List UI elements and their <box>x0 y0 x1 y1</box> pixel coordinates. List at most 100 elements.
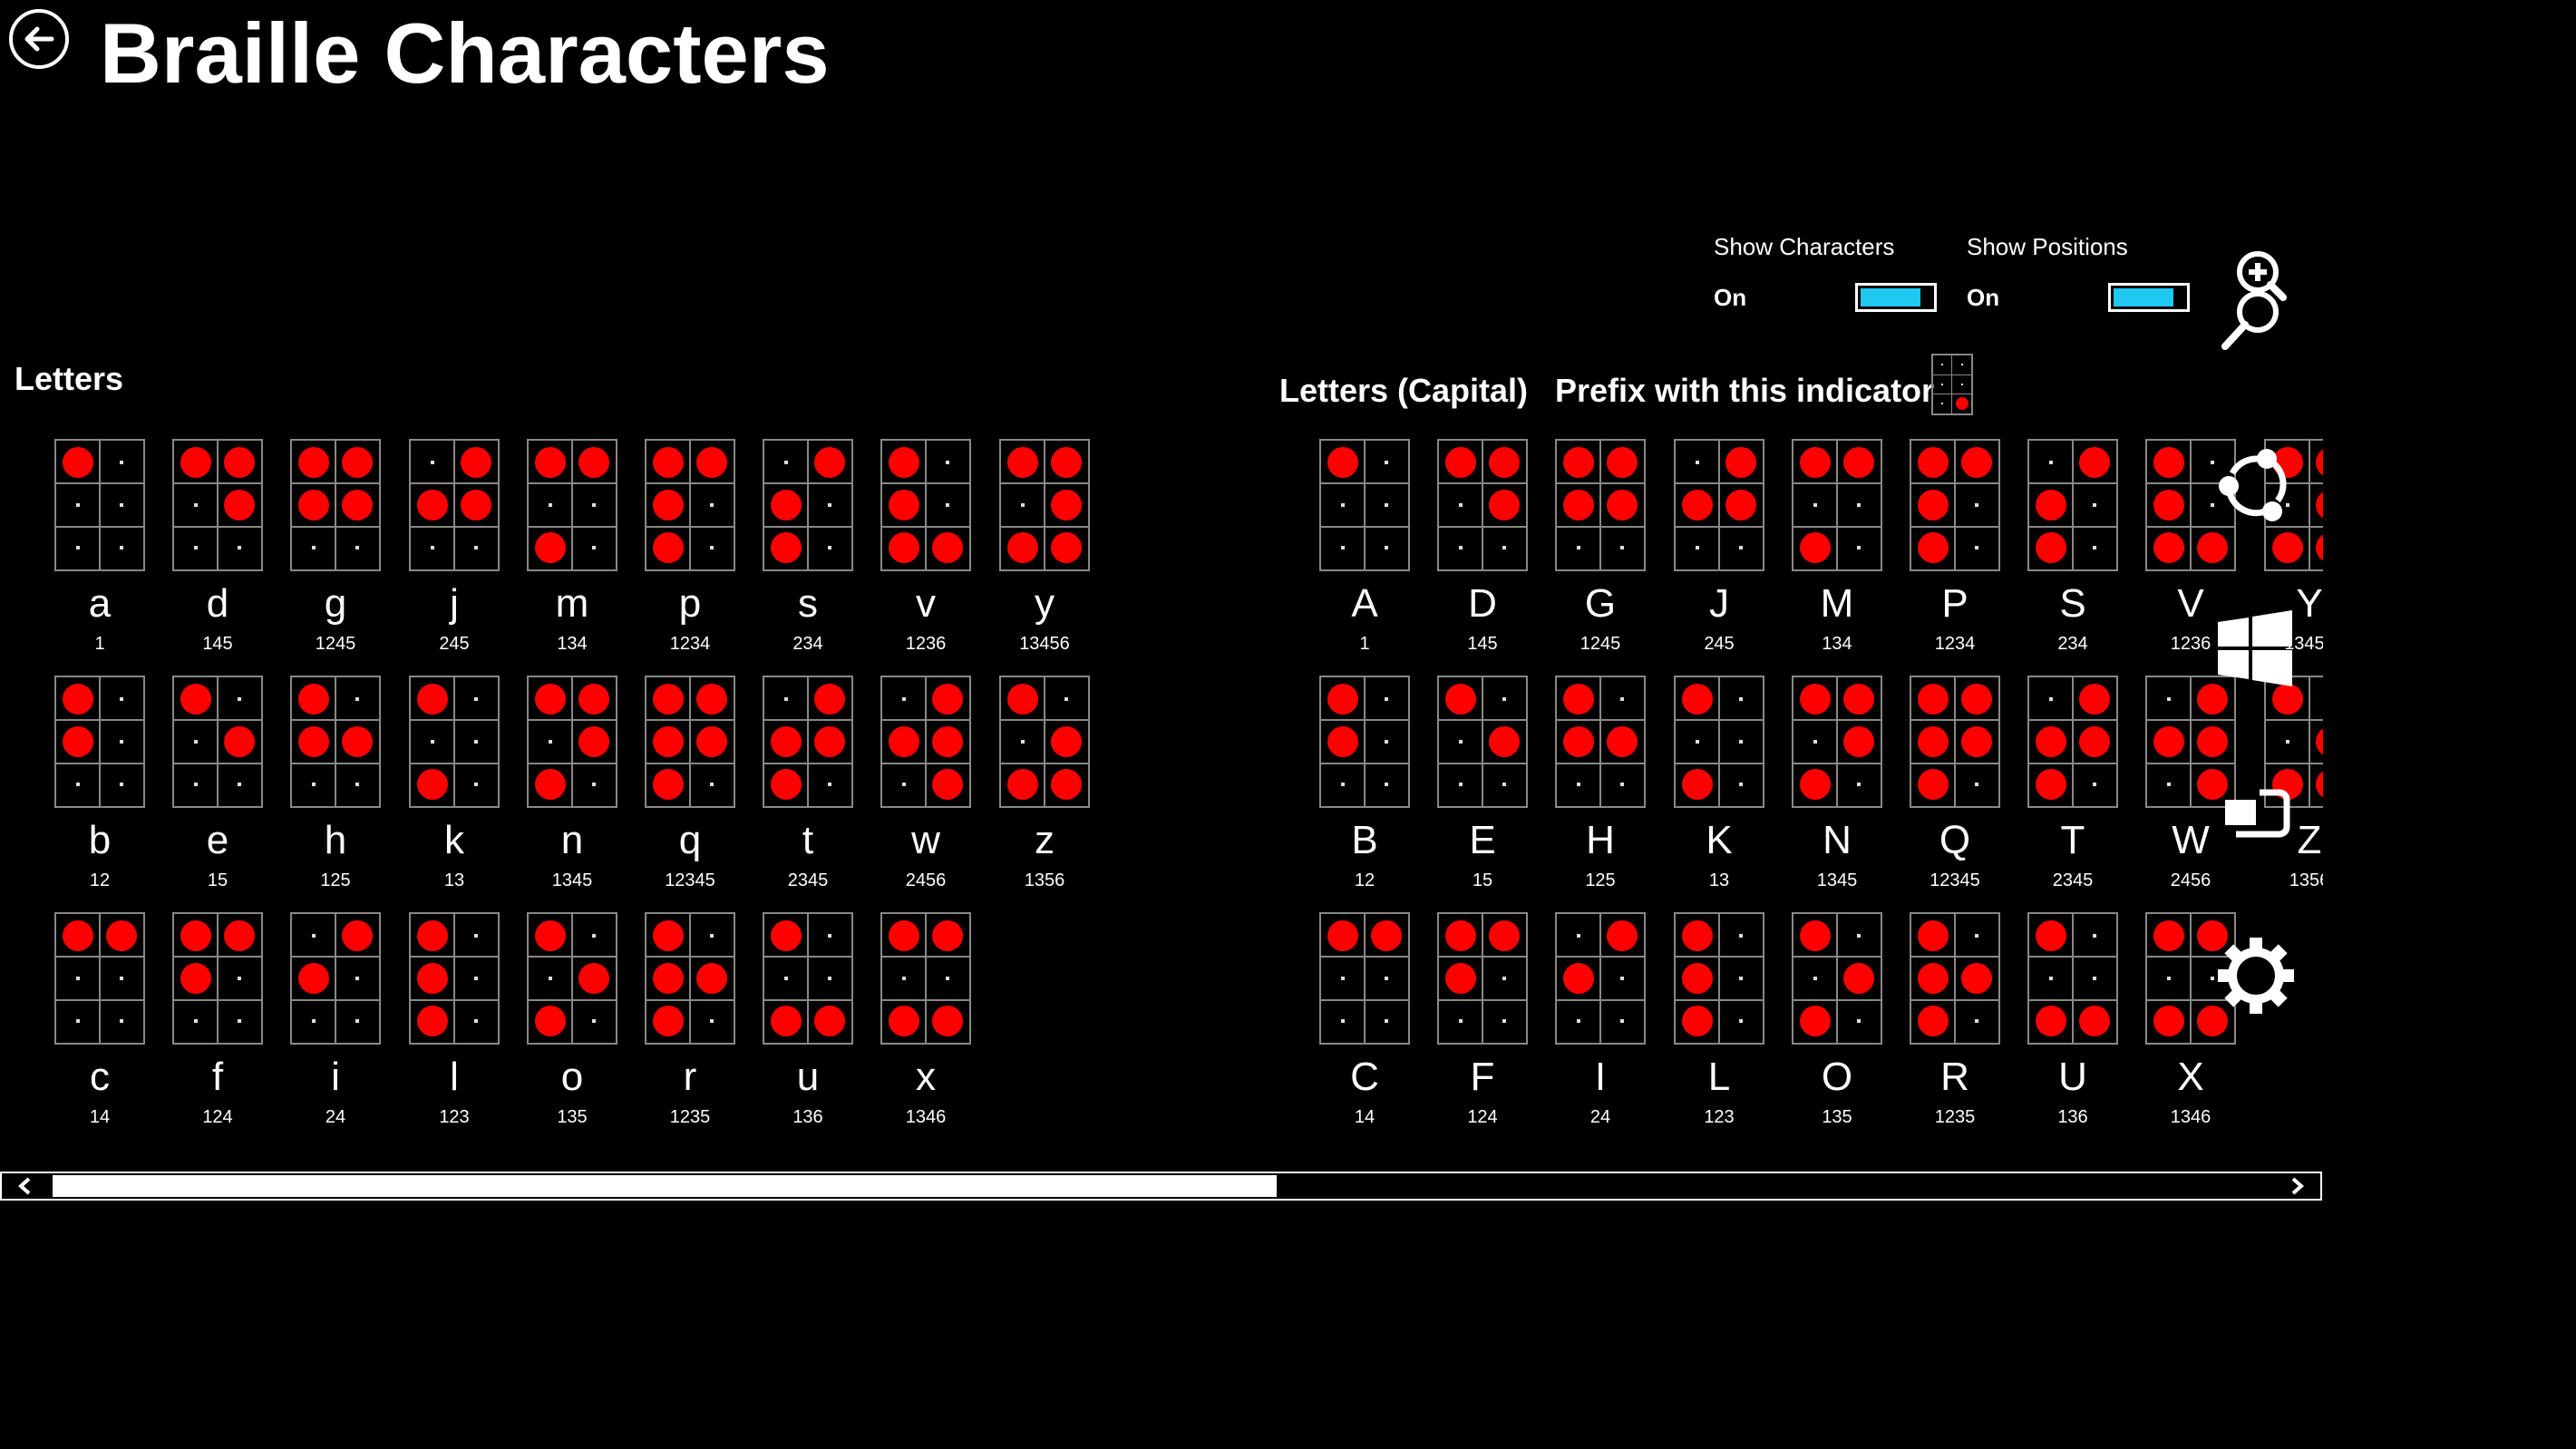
braille-cell-O[interactable]: O 135 <box>1792 912 1882 1133</box>
braille-dot-2 <box>1918 726 1949 757</box>
braille-empty-position <box>2093 977 2096 980</box>
braille-cell-W[interactable]: W 2456 <box>2145 676 2236 898</box>
braille-positions: 123 <box>1704 1107 1735 1127</box>
braille-cell-w[interactable]: w 2456 <box>880 676 971 898</box>
braille-cell-D[interactable]: D 145 <box>1437 439 1528 661</box>
braille-cell-L[interactable]: L 123 <box>1674 912 1764 1133</box>
braille-dot-2 <box>63 726 93 757</box>
braille-dot-grid <box>1555 676 1646 808</box>
braille-positions: 1245 <box>1580 634 1621 654</box>
braille-cell-H[interactable]: H 125 <box>1555 676 1646 898</box>
braille-cell-X[interactable]: X 1346 <box>2145 912 2236 1133</box>
search-charm[interactable] <box>2212 247 2299 350</box>
braille-cell-F[interactable]: F 124 <box>1437 912 1528 1133</box>
braille-empty-position <box>1975 934 1978 938</box>
braille-empty-position <box>238 1019 241 1023</box>
braille-dot-grid <box>1437 439 1528 571</box>
braille-positions: 1356 <box>1024 870 1065 890</box>
show-characters-toggle[interactable] <box>1855 283 1937 312</box>
back-button[interactable] <box>9 9 69 69</box>
braille-dot-1 <box>298 447 329 478</box>
settings-charm[interactable] <box>2212 932 2299 1019</box>
scroll-left-button[interactable] <box>2 1173 49 1199</box>
braille-character: D <box>1468 581 1497 626</box>
braille-dot-6 <box>814 1006 845 1036</box>
braille-cell-I[interactable]: I 24 <box>1555 912 1646 1133</box>
braille-cell-P[interactable]: P 1234 <box>1910 439 2000 661</box>
braille-cell-l[interactable]: l 123 <box>409 912 500 1133</box>
braille-empty-position <box>1620 546 1624 549</box>
start-charm[interactable] <box>2212 606 2299 693</box>
braille-cell-j[interactable]: j 245 <box>409 439 500 661</box>
braille-cell-u[interactable]: u 136 <box>763 912 853 1133</box>
braille-cell-d[interactable]: d 145 <box>172 439 263 661</box>
braille-empty-position <box>1577 546 1580 549</box>
braille-dot-5 <box>1489 726 1520 757</box>
braille-empty-position <box>1696 740 1699 744</box>
braille-dot-3 <box>535 769 566 800</box>
braille-cell-R[interactable]: R 1235 <box>1910 912 2000 1133</box>
braille-cell-S[interactable]: S 234 <box>2027 439 2118 661</box>
braille-character: w <box>911 818 940 862</box>
braille-cell-f[interactable]: f 124 <box>172 912 263 1133</box>
braille-dot-1 <box>1007 447 1038 478</box>
braille-character: F <box>1470 1055 1495 1099</box>
braille-empty-position <box>2286 740 2289 744</box>
braille-dot-4 <box>2197 920 2228 951</box>
braille-cell-q[interactable]: q 12345 <box>645 676 735 898</box>
scroll-thumb[interactable] <box>53 1175 1277 1197</box>
braille-dot-6 <box>932 532 963 563</box>
scroll-right-button[interactable] <box>2273 1173 2320 1199</box>
braille-cell-K[interactable]: K 13 <box>1674 676 1764 898</box>
braille-cell-y[interactable]: y 13456 <box>999 439 1090 661</box>
braille-character: d <box>206 581 229 626</box>
braille-empty-position <box>1739 1019 1743 1023</box>
braille-cell-T[interactable]: T 2345 <box>2027 676 2118 898</box>
braille-cell-J[interactable]: J 245 <box>1674 439 1764 661</box>
braille-dot-grid <box>1319 439 1410 571</box>
braille-cell-v[interactable]: v 1236 <box>880 439 971 661</box>
braille-cell-C[interactable]: C 14 <box>1319 912 1410 1133</box>
braille-dot-grid <box>1555 439 1646 571</box>
braille-cell-s[interactable]: s 234 <box>763 439 853 661</box>
braille-cell-b[interactable]: b 12 <box>54 676 145 898</box>
braille-cell-r[interactable]: r 1235 <box>645 912 735 1133</box>
braille-cell-n[interactable]: n 1345 <box>527 676 617 898</box>
share-charm[interactable] <box>2212 442 2299 530</box>
braille-dot-grid <box>999 439 1090 571</box>
braille-positions: 1236 <box>905 634 947 654</box>
braille-empty-position <box>474 546 478 549</box>
braille-cell-U[interactable]: U 136 <box>2027 912 2118 1133</box>
braille-cell-i[interactable]: i 24 <box>290 912 381 1133</box>
braille-cell-Z[interactable]: Z 1356 <box>2264 676 2323 898</box>
braille-cell-p[interactable]: p 1234 <box>645 439 735 661</box>
braille-cell-o[interactable]: o 135 <box>527 912 617 1133</box>
braille-cell-c[interactable]: c 14 <box>54 912 145 1133</box>
braille-empty-position <box>1696 461 1699 464</box>
braille-empty-position <box>474 740 478 744</box>
braille-cell-G[interactable]: G 1245 <box>1555 439 1646 661</box>
braille-cell-k[interactable]: k 13 <box>409 676 500 898</box>
braille-cell-N[interactable]: N 1345 <box>1792 676 1882 898</box>
horizontal-scrollbar[interactable] <box>0 1172 2322 1201</box>
braille-cell-m[interactable]: m 134 <box>527 439 617 661</box>
braille-cell-Q[interactable]: Q 12345 <box>1910 676 2000 898</box>
devices-charm[interactable] <box>2212 769 2299 856</box>
braille-dot-2 <box>1918 963 1949 994</box>
braille-dot-grid <box>880 676 971 808</box>
braille-cell-h[interactable]: h 125 <box>290 676 381 898</box>
braille-grid[interactable]: a 1 b 12 c 14 d 145 e 15 f 124 g 1245 h 125 i 24 j 245 k 13 l 1… <box>0 426 2323 1133</box>
braille-cell-E[interactable]: E 15 <box>1437 676 1528 898</box>
show-positions-toggle[interactable] <box>2108 283 2190 312</box>
braille-cell-t[interactable]: t 2345 <box>763 676 853 898</box>
braille-cell-x[interactable]: x 1346 <box>880 912 971 1133</box>
braille-cell-B[interactable]: B 12 <box>1319 676 1410 898</box>
braille-cell-z[interactable]: z 1356 <box>999 676 1090 898</box>
braille-empty-position <box>710 783 714 786</box>
braille-cell-g[interactable]: g 1245 <box>290 439 381 661</box>
braille-cell-M[interactable]: M 134 <box>1792 439 1882 661</box>
braille-empty-position <box>312 934 316 938</box>
braille-cell-e[interactable]: e 15 <box>172 676 263 898</box>
